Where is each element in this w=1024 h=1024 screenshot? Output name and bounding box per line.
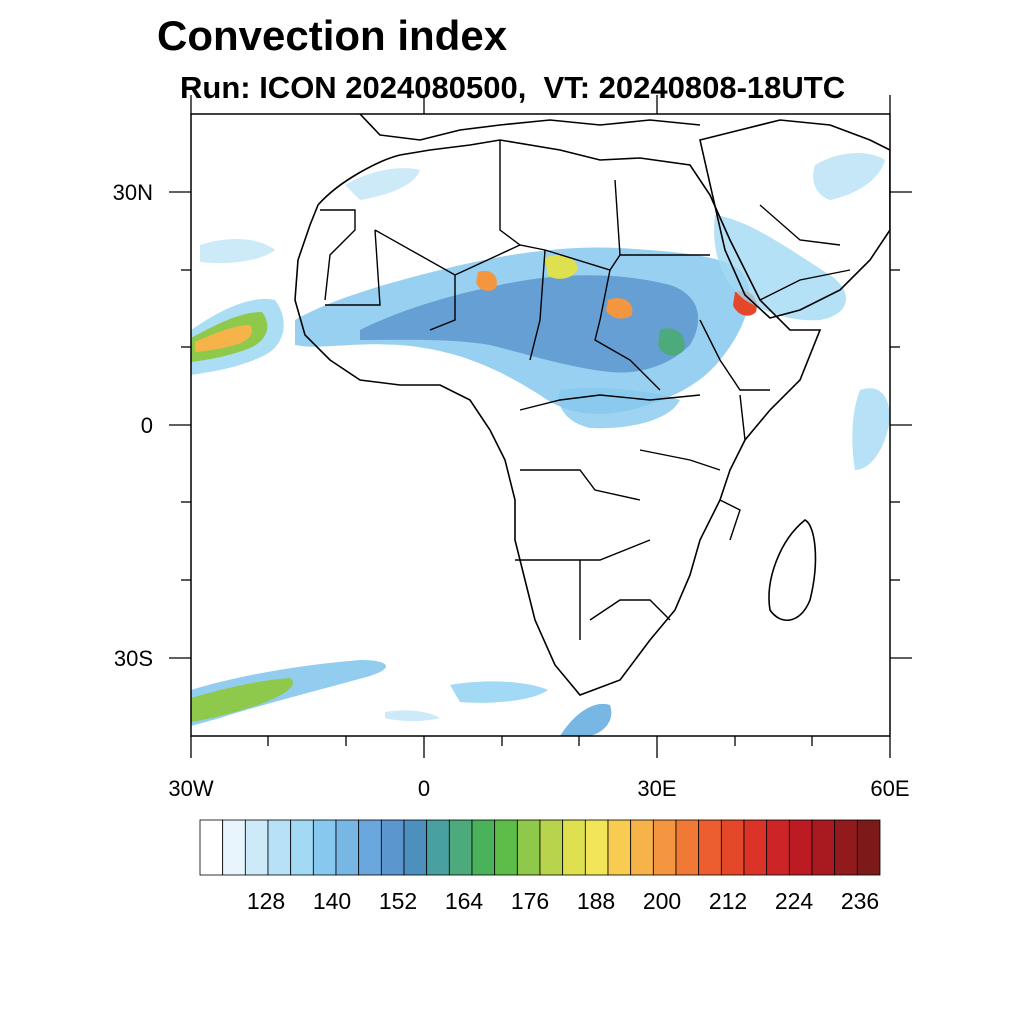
colorbar-box <box>335 819 360 876</box>
colorbar-box <box>675 819 700 876</box>
colorbar-box <box>380 819 405 876</box>
coastlines <box>294 114 890 696</box>
convection-cell-southsudan <box>658 328 685 356</box>
map-frame <box>190 113 891 737</box>
axis-ticks <box>169 95 912 758</box>
colorbar-label: 188 <box>576 888 616 914</box>
colorbar-box <box>516 819 541 876</box>
colorbar-label: 176 <box>510 888 550 914</box>
lon-label-60e: 60E <box>870 776 910 801</box>
colorbar-box <box>244 819 269 876</box>
convection-indian-ocean <box>852 388 890 470</box>
convection-cell-niger <box>476 270 497 291</box>
border-line <box>515 539 651 561</box>
convection-field <box>191 153 890 736</box>
colorbar-box <box>403 819 428 876</box>
border-line <box>325 229 381 306</box>
colorbar-box <box>290 819 314 876</box>
convection-arabia-ne <box>813 153 885 200</box>
convection-cell-sudan <box>606 298 633 319</box>
border-line <box>699 319 770 391</box>
colorbar-box <box>856 819 881 876</box>
colorbar-box <box>834 819 858 876</box>
colorbar-box <box>562 819 586 876</box>
lon-label-30e: 30E <box>637 776 677 801</box>
colorbar-label: 128 <box>246 888 286 914</box>
convection-arabia <box>714 215 847 321</box>
chart-title: Convection index <box>157 12 508 59</box>
border-line <box>589 599 671 621</box>
colorbar <box>199 819 881 876</box>
convection-sahara-w <box>200 238 275 264</box>
arabia-coastline <box>699 119 890 319</box>
convection-south-east <box>560 703 612 736</box>
colorbar-label: 200 <box>642 888 682 914</box>
colorbar-box <box>312 819 337 876</box>
colorbar-label: 152 <box>378 888 418 914</box>
colorbar-label: 236 <box>840 888 880 914</box>
colorbar-box <box>267 819 292 876</box>
colorbar-box <box>743 819 768 876</box>
border-line <box>759 204 841 246</box>
border-line <box>594 269 661 391</box>
colorbar-box <box>788 819 813 876</box>
colorbar-box <box>358 819 382 876</box>
border-line <box>719 499 741 541</box>
colorbar-box <box>811 819 836 876</box>
lon-label-30w: 30W <box>168 776 214 801</box>
border-line <box>529 249 546 361</box>
colorbar-box <box>630 819 654 876</box>
colorbar-box <box>720 819 745 876</box>
convection-south-mid <box>450 681 548 703</box>
convection-cell-chad <box>545 255 578 279</box>
convection-plume-atlantic-peak <box>195 325 252 352</box>
colorbar-label: 164 <box>444 888 484 914</box>
colorbar-label: 224 <box>774 888 814 914</box>
colorbar-label: 140 <box>312 888 352 914</box>
convection-south-band <box>385 710 440 721</box>
africa-coastline <box>294 139 822 696</box>
colorbar-box <box>698 819 722 876</box>
chart-subtitle: Run: ICON 2024080500, VT: 20240808-18UTC <box>180 70 846 105</box>
colorbar-box <box>199 819 224 876</box>
border-line <box>499 140 521 246</box>
colorbar-box <box>539 819 564 876</box>
border-line <box>320 209 356 301</box>
madagascar-coastline <box>768 519 817 622</box>
colorbar-box <box>766 819 790 876</box>
colorbar-box <box>652 819 677 876</box>
lat-label-30s: 30S <box>113 646 153 671</box>
convection-south-atlantic-core <box>191 678 294 722</box>
lon-label-0: 0 <box>417 776 431 801</box>
colorbar-box <box>222 819 246 876</box>
convection-sahara-nw <box>345 168 420 200</box>
colorbar-box <box>471 819 496 876</box>
europe-coastline <box>359 114 701 141</box>
colorbar-box <box>426 819 450 876</box>
lat-label-0: 0 <box>140 413 153 438</box>
convection-congo <box>558 388 680 429</box>
colorbar-box <box>494 819 518 876</box>
colorbar-box <box>448 819 473 876</box>
border-line <box>520 469 641 501</box>
colorbar-box <box>607 819 632 876</box>
border-line <box>614 179 621 256</box>
border-line <box>639 449 721 471</box>
border-line <box>759 269 851 301</box>
border-line <box>429 275 456 331</box>
country-borders <box>320 140 851 640</box>
border-line <box>739 394 746 441</box>
colorbar-box <box>584 819 609 876</box>
lat-label-30n: 30N <box>112 180 153 205</box>
border-line <box>519 394 701 411</box>
colorbar-label: 212 <box>708 888 748 914</box>
